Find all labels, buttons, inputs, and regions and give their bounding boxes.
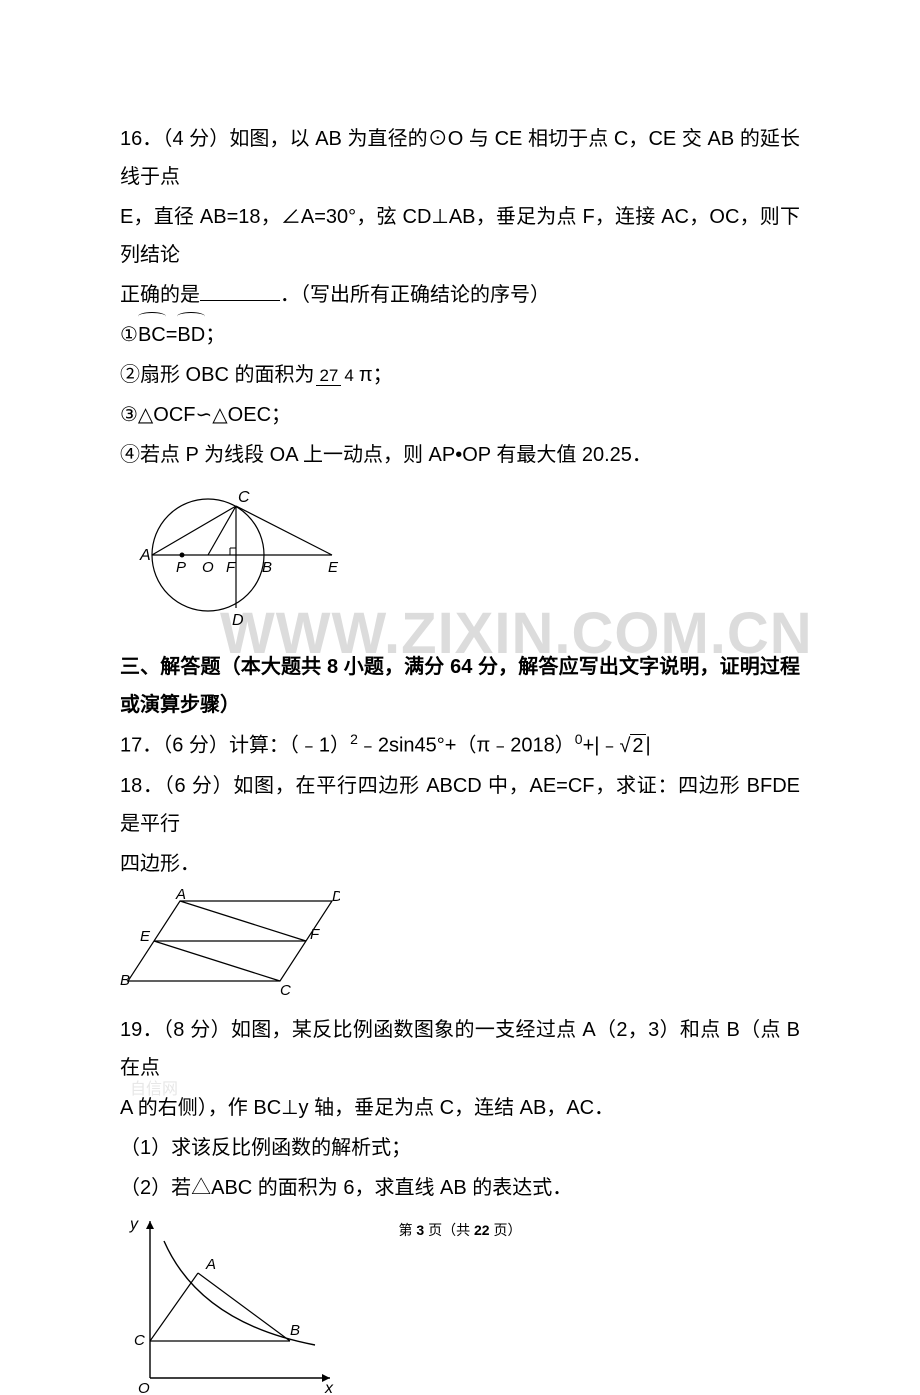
q16-opt2-a: ②扇形 OBC 的面积为	[120, 364, 314, 386]
q18-line2: 四边形．	[120, 845, 800, 883]
line-ca	[150, 1273, 198, 1341]
q16-blank	[200, 281, 280, 301]
q17-number: 17．	[120, 735, 162, 757]
label-o: O	[202, 559, 214, 576]
arc-bd: BD	[177, 316, 205, 354]
label-c2: C	[280, 982, 291, 997]
label-a3: A	[205, 1256, 216, 1273]
q19-line1: 19．（8 分）如图，某反比例函数图象的一支经过点 A（2，3）和点 B（点 B…	[120, 1011, 800, 1087]
q17-c: +|﹣	[583, 735, 620, 757]
q18-line1: 18．（6 分）如图，在平行四边形 ABCD 中，AE=CF，求证：四边形 BF…	[120, 767, 800, 843]
q18-figure: A D B C E F	[120, 889, 340, 997]
label-x: x	[324, 1380, 334, 1395]
q19-number: 19．	[120, 1019, 163, 1041]
q16-opt1-a: ①	[120, 324, 138, 346]
q19-figure: y x O A B C	[120, 1213, 340, 1395]
line-ec	[154, 941, 280, 981]
q19-sub2: （2）若△ABC 的面积为 6，求直线 AB 的表达式．	[120, 1169, 800, 1207]
q18-points: （6 分）	[164, 775, 234, 797]
page-content: 16．（4 分）如图，以 AB 为直径的⊙O 与 CE 相切于点 C，CE 交 …	[0, 0, 920, 1395]
line-ab	[198, 1273, 290, 1341]
q16-text3a: 正确的是	[120, 284, 200, 306]
label-e: E	[328, 559, 339, 576]
q16-number: 16．	[120, 128, 162, 150]
label-f: F	[226, 559, 236, 576]
y-arrow	[146, 1221, 154, 1229]
label-d: D	[232, 612, 244, 629]
q19-line2: A 的右侧），作 BC⊥y 轴，垂足为点 C，连结 AB，AC．	[120, 1089, 800, 1127]
q19-points: （8 分）	[163, 1019, 231, 1041]
frac-num: 27	[316, 366, 341, 386]
label-b: B	[262, 559, 272, 576]
label-y: y	[129, 1216, 139, 1233]
q16-opt2-b: π；	[359, 364, 393, 386]
label-f2: F	[310, 926, 320, 943]
label-b3: B	[290, 1322, 300, 1339]
q16-opt4: ④若点 P 为线段 OA 上一动点，则 AP•OP 有最大值 20.25．	[120, 436, 800, 474]
label-c: C	[238, 489, 250, 506]
label-c3: C	[134, 1332, 145, 1349]
q16-line3: 正确的是 ．（写出所有正确结论的序号）	[120, 276, 800, 314]
q16-opt1: ①BC=BD；	[120, 316, 800, 354]
frac-den: 4	[341, 366, 356, 385]
q16-opt3: ③△OCF∽△OEC；	[120, 396, 800, 434]
label-a: A	[139, 547, 151, 564]
q17-sup2: 0	[575, 731, 583, 747]
q19-sub1: （1）求该反比例函数的解析式；	[120, 1129, 800, 1167]
label-o3: O	[138, 1380, 150, 1395]
fraction-27-4: 274	[316, 367, 356, 385]
q17-b: ﹣2sin45°+（π﹣2018）	[358, 735, 575, 757]
q18-number: 18．	[120, 775, 164, 797]
line-ac	[152, 506, 236, 555]
q17-sqrt: 2	[630, 734, 645, 757]
q17-a: 计算：（﹣1）	[229, 735, 350, 757]
q17-points: （6 分）	[162, 735, 229, 757]
line-af	[180, 901, 306, 941]
q16-line1: 16．（4 分）如图，以 AB 为直径的⊙O 与 CE 相切于点 C，CE 交 …	[120, 120, 800, 196]
label-b2: B	[120, 972, 130, 989]
q16-line2: E，直径 AB=18，∠A=30°，弦 CD⊥AB，垂足为点 F，连接 AC，O…	[120, 198, 800, 274]
q16-opt1-c: =	[166, 324, 178, 346]
q16-figure: A P O F B E C D	[120, 480, 340, 630]
arc-bc: BC	[138, 316, 166, 354]
q17-sup1: 2	[350, 731, 358, 747]
q16-opt2: ②扇形 OBC 的面积为274π；	[120, 356, 800, 394]
label-p: P	[176, 559, 186, 576]
q17-d: |	[646, 735, 651, 757]
q16-points: （4 分）	[162, 128, 229, 150]
line-ce	[236, 506, 332, 555]
label-a2: A	[175, 889, 186, 903]
section3-title: 三、解答题（本大题共 8 小题，满分 64 分，解答应写出文字说明，证明过程或演…	[120, 648, 800, 724]
q16-text3b: ．（写出所有正确结论的序号）	[280, 284, 550, 306]
point-p	[180, 553, 185, 558]
label-d2: D	[332, 889, 340, 905]
q16-opt1-e: ；	[205, 324, 225, 346]
label-e2: E	[140, 928, 151, 945]
q17-line: 17．（6 分）计算：（﹣1）2﹣2sin45°+（π﹣2018）0+|﹣√2|	[120, 726, 800, 765]
